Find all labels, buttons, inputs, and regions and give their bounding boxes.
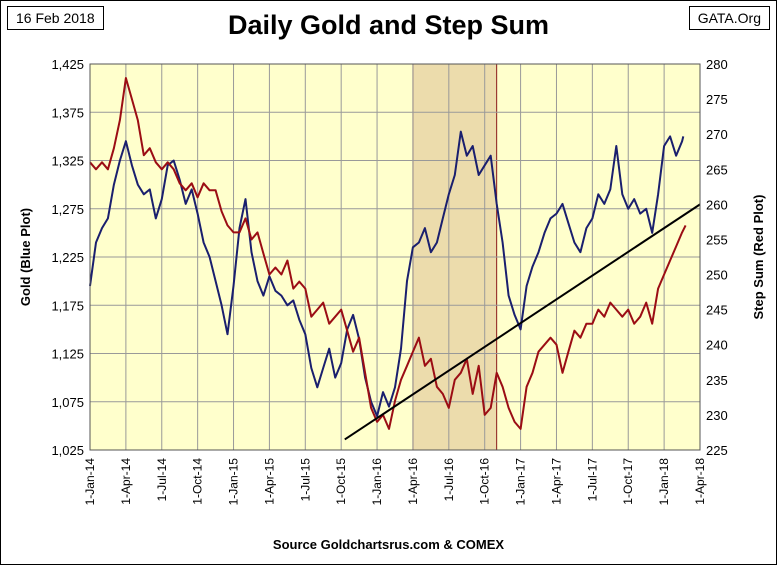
right-tick-label: 240 xyxy=(706,338,728,353)
left-tick-label: 1,275 xyxy=(51,202,84,217)
left-tick-label: 1,225 xyxy=(51,250,84,265)
x-tick-label: 1-Apr-18 xyxy=(693,458,707,505)
x-tick-label: 1-Jan-16 xyxy=(370,458,384,506)
left-tick-label: 1,425 xyxy=(51,57,84,72)
site-badge: GATA.Org xyxy=(688,6,770,30)
left-tick-label: 1,175 xyxy=(51,298,84,313)
left-tick-label: 1,075 xyxy=(51,395,84,410)
x-tick-label: 1-Oct-16 xyxy=(478,458,492,505)
series-group xyxy=(89,77,701,441)
x-tick-label: 1-Jul-14 xyxy=(155,458,169,502)
date-badge: 16 Feb 2018 xyxy=(7,6,104,30)
chart-title: Daily Gold and Step Sum xyxy=(227,10,550,40)
right-axis-label: Step Sum (Red Plot) xyxy=(751,195,766,320)
left-tick-label: 1,375 xyxy=(51,105,84,120)
right-tick-label: 255 xyxy=(706,232,728,247)
x-tick-label: 1-Jul-16 xyxy=(442,458,456,502)
x-tick-label: 1-Jan-15 xyxy=(227,458,241,506)
x-tick-label: 1-Apr-17 xyxy=(549,458,563,505)
x-tick-label: 1-Jan-17 xyxy=(514,458,528,506)
x-tick-label: 1-Oct-15 xyxy=(334,458,348,505)
x-tick-label: 1-Jan-18 xyxy=(657,458,671,506)
left-tick-label: 1,025 xyxy=(51,443,84,458)
x-tick-label: 1-Jul-15 xyxy=(298,458,312,502)
x-tick-label: 1-Oct-14 xyxy=(191,458,205,505)
left-axis-label: Gold (Blue Plot) xyxy=(18,208,33,306)
x-tick-label: 1-Apr-14 xyxy=(119,458,133,505)
right-tick-label: 235 xyxy=(706,373,728,388)
trend-line xyxy=(344,203,701,441)
axes-group: 1,025 1,075 1,125 1,175 1,225 1,275 1,325 1,375… xyxy=(18,57,766,505)
right-tick-label: 245 xyxy=(706,303,728,318)
step-sum-series-line xyxy=(89,77,687,430)
right-tick-label: 275 xyxy=(706,92,728,107)
x-tick-label: 1-Apr-15 xyxy=(262,458,276,505)
x-tick-label: 1-Jul-17 xyxy=(585,458,599,502)
right-tick-label: 250 xyxy=(706,268,728,283)
right-tick-label: 225 xyxy=(706,443,728,458)
right-tick-label: 230 xyxy=(706,408,728,423)
x-tick-label: 1-Jan-14 xyxy=(83,458,97,506)
x-tick-label: 1-Oct-17 xyxy=(621,458,635,505)
plot-border xyxy=(89,63,701,451)
x-tick-label: 1-Apr-16 xyxy=(406,458,420,505)
right-tick-label: 270 xyxy=(706,127,728,142)
right-tick-label: 280 xyxy=(706,57,728,72)
left-tick-label: 1,125 xyxy=(51,347,84,362)
chart-source: Source Goldchartsrus.com & COMEX xyxy=(272,537,505,552)
left-tick-label: 1,325 xyxy=(51,154,84,169)
right-tick-label: 260 xyxy=(706,197,728,212)
right-tick-label: 265 xyxy=(706,162,728,177)
gold-series-line xyxy=(89,130,685,418)
